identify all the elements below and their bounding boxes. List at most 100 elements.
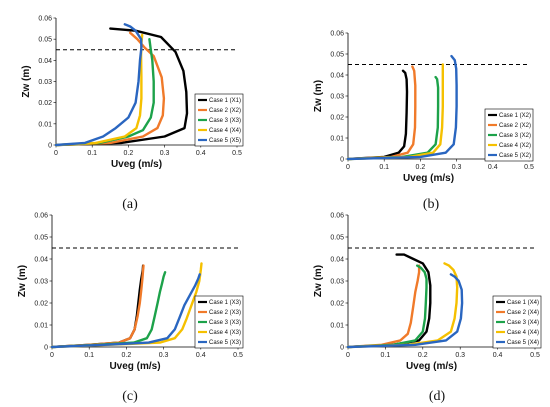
chart-panel-2: 0 0.1 0.2 0.3 0.4 0.5 0 0.01 0.02 0.03 0.04 0.05 0.0… — [17, 213, 244, 404]
y-tick-label: 0 — [340, 157, 344, 164]
legend-label-4: Case 4 (X3) — [209, 330, 241, 336]
series-line-2 — [346, 65, 417, 161]
x-tick-label: 0.3 — [455, 352, 465, 359]
y-tick-label: 0.01 — [38, 121, 52, 128]
series-line-3 — [54, 38, 155, 147]
y-tick-label: 0 — [340, 345, 344, 352]
series-line-4 — [346, 63, 444, 161]
x-axis-title: Uveg (m/s) — [403, 173, 454, 184]
y-tick-label: 0.05 — [330, 235, 344, 242]
x-tick-label: 0.2 — [418, 352, 428, 359]
y-tick-label: 0.05 — [38, 37, 52, 44]
y-tick-label: 0.01 — [34, 323, 48, 330]
x-tick-label: 0.4 — [196, 150, 206, 157]
x-tick-label: 0 — [50, 352, 54, 359]
series-line-3 — [346, 75, 440, 161]
panel-label: (d) — [429, 389, 446, 404]
series-line-5 — [346, 273, 464, 349]
legend-box — [194, 93, 244, 147]
chart-panel-0: 0 0.1 0.2 0.3 0.4 0.5 0 0.01 0.02 0.03 0.04 0.05 0.0… — [21, 16, 244, 212]
y-tick-label: 0.01 — [330, 323, 344, 330]
x-tick-label: 0.4 — [196, 352, 206, 359]
y-tick-label: 0.05 — [34, 235, 48, 242]
series-line-5 — [54, 23, 143, 147]
x-tick-label: 0.3 — [452, 164, 462, 171]
series-line-4 — [50, 262, 203, 349]
legend-label-4: Case 4 (X4) — [209, 128, 241, 134]
legend-label-3: Case 3 (X2) — [499, 133, 531, 139]
series-line-1 — [346, 69, 409, 161]
y-tick-label: 0.04 — [34, 257, 48, 264]
series-line-3 — [346, 264, 428, 349]
x-tick-label: 0.4 — [493, 352, 503, 359]
y-tick-label: 0.03 — [34, 279, 48, 286]
y-tick-label: 0.03 — [330, 94, 344, 101]
y-tick-label: 0.06 — [330, 213, 344, 220]
legend-label-5: Case 5 (X4) — [507, 340, 539, 346]
y-axis-title: Zw (m) — [313, 265, 324, 297]
legend-label-2: Case 2 (X3) — [209, 310, 241, 316]
panel-label: (c) — [122, 389, 138, 404]
series-line-4 — [54, 33, 144, 147]
legend-label-4: Case 4 (X2) — [499, 143, 531, 149]
y-tick-label: 0.02 — [34, 301, 48, 308]
legend-label-5: Case 5 (X2) — [499, 153, 531, 159]
series-line-1 — [54, 27, 189, 147]
y-tick-label: 0 — [44, 345, 48, 352]
x-axis-title: Uveg (m/s) — [109, 361, 160, 372]
y-tick-label: 0.02 — [330, 301, 344, 308]
y-tick-label: 0.03 — [38, 79, 52, 86]
x-tick-label: 0.3 — [159, 352, 169, 359]
x-tick-label: 0.3 — [160, 150, 170, 157]
y-axis-title: Zw (m) — [17, 265, 28, 297]
x-axis-title: Uveg (m/s) — [111, 159, 162, 170]
legend-label-5: Case 5 (X5) — [209, 138, 241, 144]
legend-label-1: Case 1 (X1) — [209, 98, 241, 104]
x-tick-label: 0.5 — [530, 352, 540, 359]
y-tick-label: 0.03 — [330, 279, 344, 286]
legend-label-4: Case 4 (X4) — [507, 330, 539, 336]
x-tick-label: 0.2 — [122, 352, 132, 359]
y-tick-label: 0.06 — [38, 16, 52, 23]
chart-panel-1: 0 0.1 0.2 0.3 0.4 0.5 0 0.01 0.02 0.03 0.04 0.05 0.0… — [313, 31, 534, 213]
series-line-5 — [50, 273, 201, 349]
y-tick-label: 0 — [48, 143, 52, 150]
x-axis-title: Uveg (m/s) — [406, 361, 457, 372]
legend: Case 1 (X3) Case 2 (X3) Case 3 (X3) Case 4 … — [194, 295, 244, 349]
x-tick-label: 0.2 — [124, 150, 134, 157]
x-tick-label: 0.1 — [379, 164, 389, 171]
y-tick-label: 0.06 — [330, 31, 344, 38]
x-tick-label: 0.2 — [416, 164, 426, 171]
y-tick-label: 0.04 — [38, 58, 52, 65]
y-tick-label: 0.06 — [34, 213, 48, 220]
y-tick-label: 0.05 — [330, 52, 344, 59]
legend-label-3: Case 3 (X4) — [507, 320, 539, 326]
legend-label-3: Case 3 (X3) — [209, 118, 241, 124]
y-tick-label: 0.02 — [330, 115, 344, 122]
y-tick-label: 0.04 — [330, 73, 344, 80]
x-tick-label: 0 — [346, 164, 350, 171]
panel-label: (b) — [423, 197, 440, 212]
y-tick-label: 0.01 — [330, 136, 344, 143]
x-tick-label: 0.5 — [233, 352, 243, 359]
x-tick-label: 0.4 — [488, 164, 498, 171]
series-line-4 — [346, 262, 459, 349]
legend-label-2: Case 2 (X2) — [499, 123, 531, 129]
series-line-2 — [50, 264, 145, 349]
panel-label: (a) — [122, 197, 138, 212]
series-line-1 — [50, 264, 145, 349]
chart-panel-3: 0 0.1 0.2 0.3 0.4 0.5 0 0.01 0.02 0.03 0.04 0.05 0.0… — [313, 213, 542, 404]
y-axis-title: Zw (m) — [21, 65, 32, 97]
legend: Case 1 (X4) Case 2 (X4) Case 3 (X4) Case 4 … — [492, 295, 542, 349]
series-line-3 — [50, 271, 167, 349]
legend-label-1: Case 1 (X4) — [507, 300, 539, 306]
x-tick-label: 0.1 — [84, 352, 94, 359]
y-tick-label: 0.02 — [38, 100, 52, 107]
x-tick-label: 0.5 — [232, 150, 242, 157]
legend-label-2: Case 2 (X2) — [209, 108, 241, 114]
x-tick-label: 0.1 — [381, 352, 391, 359]
y-tick-label: 0.04 — [330, 257, 344, 264]
legend-label-1: Case 1 (X2) — [499, 113, 531, 119]
x-tick-label: 0 — [346, 352, 350, 359]
